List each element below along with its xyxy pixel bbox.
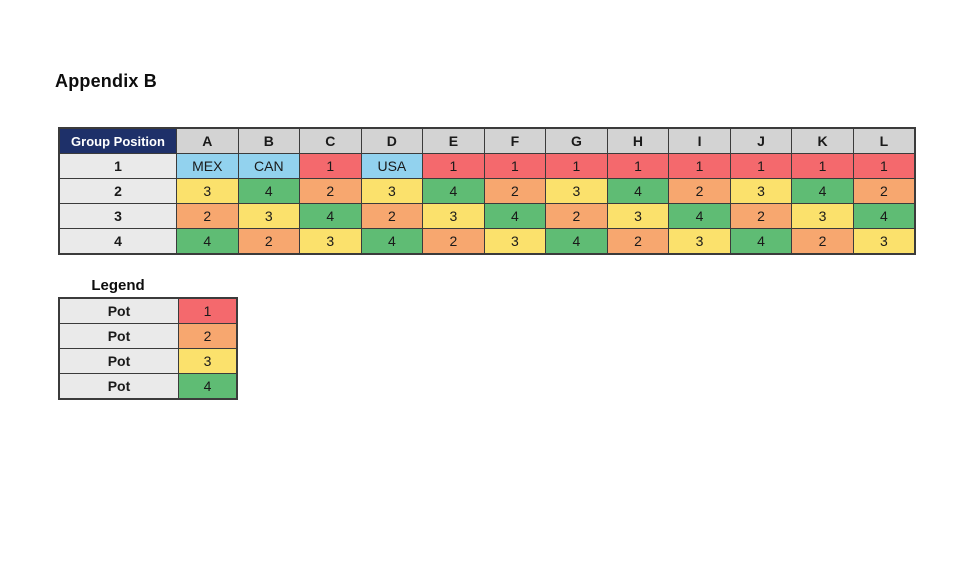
cell-e-1: 1: [422, 153, 485, 179]
legend-pot-label: Pot: [58, 348, 179, 374]
legend-table: Pot 1 Pot 2 Pot 3 Pot 4: [58, 297, 238, 400]
column-header-k: K: [791, 127, 854, 154]
page-title: Appendix B: [55, 71, 158, 91]
legend-row: Pot 2: [58, 323, 238, 349]
cell-j-3: 2: [729, 203, 793, 229]
cell-e-4: 2: [422, 228, 485, 255]
legend-pot-label: Pot: [58, 323, 179, 349]
cell-i-1: 1: [668, 153, 731, 179]
cell-e-2: 4: [422, 178, 485, 204]
column-header-b: B: [237, 127, 301, 154]
cell-b-4: 2: [237, 228, 301, 255]
column-header-f: F: [483, 127, 547, 154]
cell-k-1: 1: [791, 153, 854, 179]
cell-d-1: USA: [360, 153, 424, 179]
cell-f-4: 3: [483, 228, 547, 255]
cell-i-3: 4: [668, 203, 731, 229]
legend-pot-2-swatch: 2: [178, 323, 238, 349]
legend-row: Pot 1: [58, 297, 238, 324]
legend-pot-label: Pot: [58, 373, 179, 400]
legend-pot-label: Pot: [58, 297, 179, 324]
header-row: Group Position A B C D E F G H I J K L: [58, 127, 916, 154]
cell-c-3: 4: [299, 203, 362, 229]
cell-d-2: 3: [360, 178, 424, 204]
cell-k-2: 4: [791, 178, 854, 204]
row-label-2: 2: [58, 178, 177, 204]
cell-h-1: 1: [606, 153, 670, 179]
cell-g-3: 2: [545, 203, 608, 229]
legend-title: Legend: [91, 277, 145, 294]
legend-pot-1-swatch: 1: [178, 297, 238, 324]
column-header-d: D: [360, 127, 424, 154]
cell-j-2: 3: [729, 178, 793, 204]
cell-k-3: 3: [791, 203, 854, 229]
legend-row: Pot 4: [58, 373, 238, 400]
cell-k-4: 2: [791, 228, 854, 255]
cell-f-2: 2: [483, 178, 547, 204]
cell-f-1: 1: [483, 153, 547, 179]
cell-g-1: 1: [545, 153, 608, 179]
group-position-table: Group Position A B C D E F G H I J K L 1 MEX CAN 1 USA 1 1 1…: [58, 127, 916, 255]
row-label-1: 1: [58, 153, 177, 179]
column-header-h: H: [606, 127, 670, 154]
cell-a-3: 2: [176, 203, 239, 229]
cell-f-3: 4: [483, 203, 547, 229]
cell-h-3: 3: [606, 203, 670, 229]
cell-d-3: 2: [360, 203, 424, 229]
legend-pot-3-swatch: 3: [178, 348, 238, 374]
cell-a-4: 4: [176, 228, 239, 255]
cell-i-4: 3: [668, 228, 731, 255]
column-header-c: C: [299, 127, 362, 154]
corner-header-group-position: Group Position: [58, 127, 177, 154]
table-row: 1 MEX CAN 1 USA 1 1 1 1 1 1 1 1: [58, 153, 916, 179]
cell-a-2: 3: [176, 178, 239, 204]
cell-e-3: 3: [422, 203, 485, 229]
column-header-e: E: [422, 127, 485, 154]
cell-l-1: 1: [852, 153, 916, 179]
cell-j-1: 1: [729, 153, 793, 179]
row-label-3: 3: [58, 203, 177, 229]
cell-j-4: 4: [729, 228, 793, 255]
cell-g-2: 3: [545, 178, 608, 204]
cell-c-2: 2: [299, 178, 362, 204]
cell-b-3: 3: [237, 203, 301, 229]
column-header-a: A: [176, 127, 239, 154]
cell-h-4: 2: [606, 228, 670, 255]
cell-l-4: 3: [852, 228, 916, 255]
cell-l-2: 2: [852, 178, 916, 204]
column-header-i: I: [668, 127, 731, 154]
legend-row: Pot 3: [58, 348, 238, 374]
cell-b-1: CAN: [237, 153, 301, 179]
cell-h-2: 4: [606, 178, 670, 204]
cell-a-1: MEX: [176, 153, 239, 179]
column-header-g: G: [545, 127, 608, 154]
cell-c-4: 3: [299, 228, 362, 255]
cell-b-2: 4: [237, 178, 301, 204]
cell-g-4: 4: [545, 228, 608, 255]
column-header-l: L: [852, 127, 916, 154]
column-header-j: J: [729, 127, 793, 154]
cell-i-2: 2: [668, 178, 731, 204]
cell-d-4: 4: [360, 228, 424, 255]
legend-pot-4-swatch: 4: [178, 373, 238, 400]
cell-l-3: 4: [852, 203, 916, 229]
cell-c-1: 1: [299, 153, 362, 179]
row-label-4: 4: [58, 228, 177, 255]
